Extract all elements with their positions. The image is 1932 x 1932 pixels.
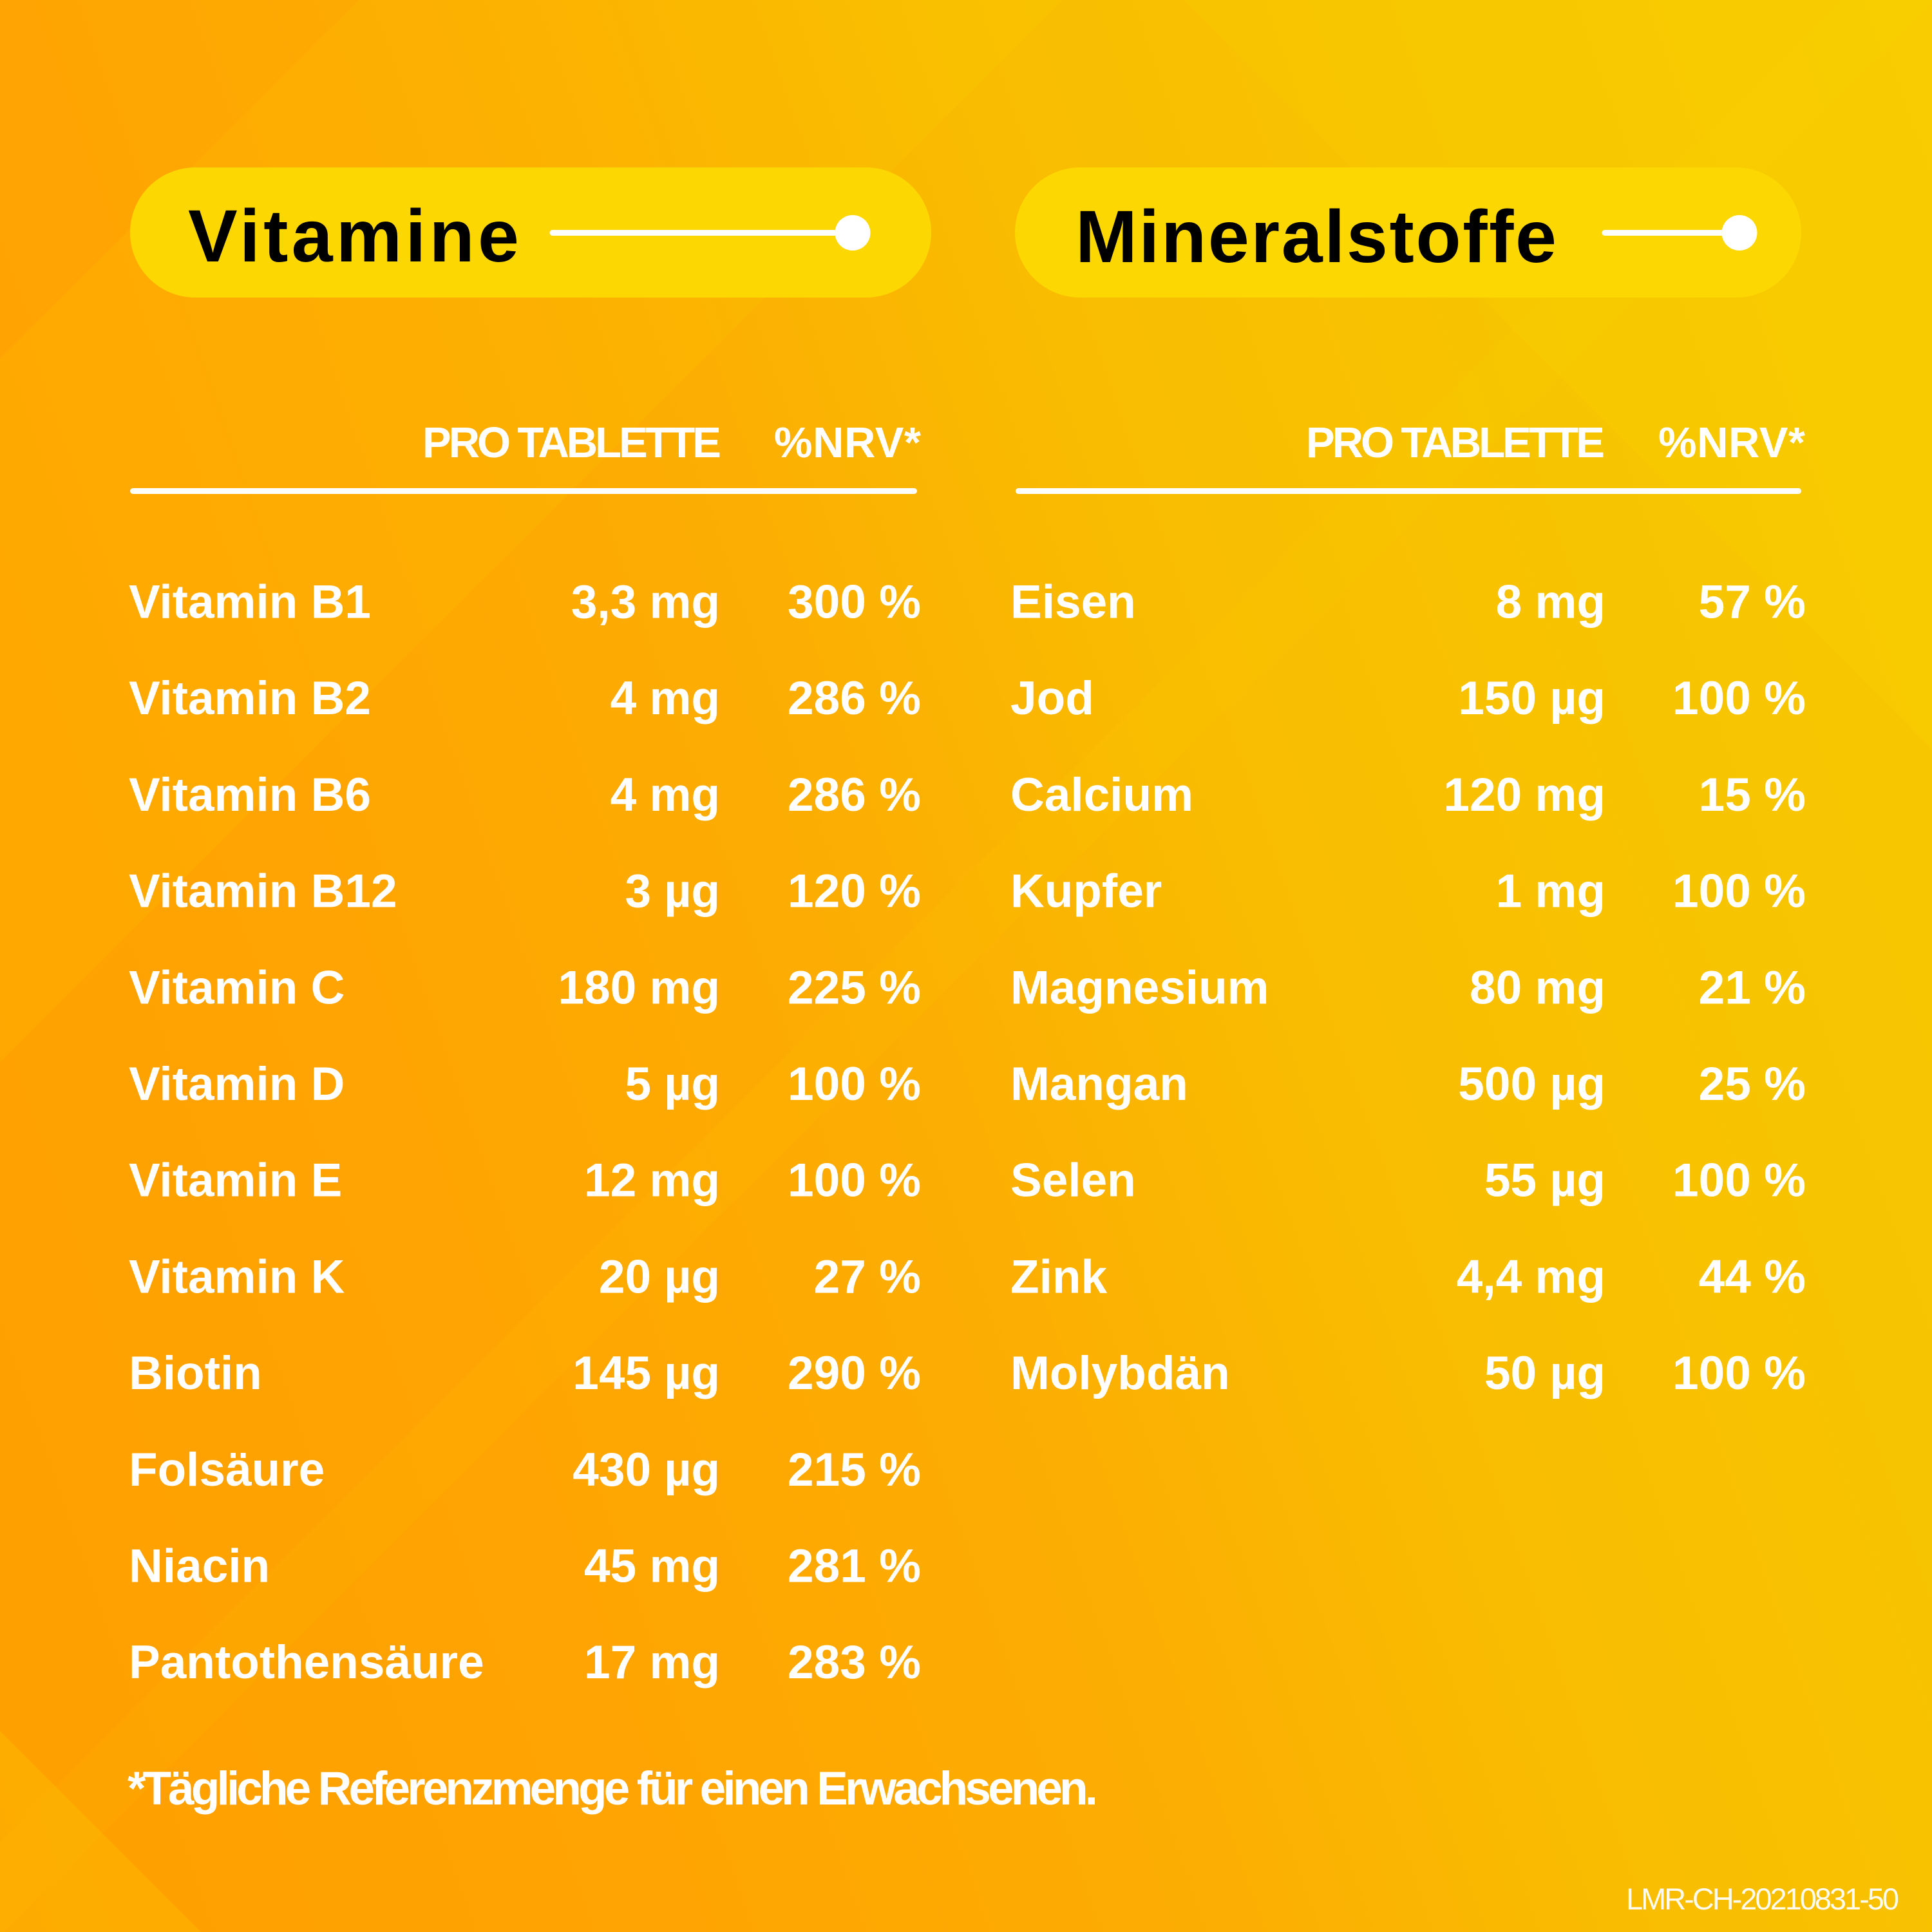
svg-text:8 mg: 8 mg [1496, 576, 1605, 629]
svg-text:PRO TABLETTE: PRO TABLETTE [1306, 419, 1605, 467]
svg-text:4,4 mg: 4,4 mg [1457, 1251, 1605, 1303]
svg-text:Magnesium: Magnesium [1010, 961, 1269, 1014]
svg-text:Zink: Zink [1010, 1251, 1107, 1303]
svg-text:Vitamine: Vitamine [188, 195, 519, 278]
svg-text:Vitamin B12: Vitamin B12 [129, 866, 397, 918]
svg-text:100 %: 100 % [1672, 866, 1806, 918]
svg-text:27 %: 27 % [814, 1251, 921, 1303]
svg-text:%NRV*: %NRV* [1658, 419, 1806, 467]
svg-text:Molybdän: Molybdän [1010, 1347, 1230, 1399]
svg-text:Jod: Jod [1010, 672, 1094, 724]
svg-text:Vitamin K: Vitamin K [129, 1251, 345, 1303]
svg-text:Vitamin E: Vitamin E [129, 1155, 342, 1207]
svg-text:1 mg: 1 mg [1496, 866, 1605, 918]
svg-text:Calcium: Calcium [1010, 769, 1193, 821]
svg-text:500 µg: 500 µg [1458, 1058, 1605, 1110]
svg-text:15 %: 15 % [1699, 769, 1806, 821]
svg-text:100 %: 100 % [1672, 672, 1806, 724]
svg-text:4 mg: 4 mg [611, 769, 720, 821]
svg-text:PRO TABLETTE: PRO TABLETTE [422, 419, 721, 467]
svg-text:300 %: 300 % [788, 576, 921, 629]
svg-text:57 %: 57 % [1699, 576, 1806, 629]
svg-text:25 %: 25 % [1699, 1058, 1806, 1110]
svg-text:Mangan: Mangan [1010, 1058, 1188, 1110]
svg-text:50 µg: 50 µg [1484, 1347, 1605, 1399]
svg-text:286 %: 286 % [788, 769, 921, 821]
svg-text:120 mg: 120 mg [1443, 769, 1605, 821]
svg-text:Folsäure: Folsäure [129, 1444, 325, 1496]
svg-text:Kupfer: Kupfer [1010, 866, 1162, 918]
svg-text:215 %: 215 % [788, 1444, 921, 1496]
svg-text:100 %: 100 % [1672, 1155, 1806, 1207]
svg-text:Mineralstoffe: Mineralstoffe [1075, 196, 1557, 278]
svg-text:120 %: 120 % [788, 866, 921, 918]
svg-text:*Tägliche Referenzmenge für ei: *Tägliche Referenzmenge für einen Erwach… [128, 1763, 1098, 1815]
svg-text:4 mg: 4 mg [611, 672, 720, 724]
svg-text:100 %: 100 % [788, 1155, 921, 1207]
svg-text:Niacin: Niacin [129, 1540, 270, 1593]
svg-text:Vitamin C: Vitamin C [129, 961, 345, 1014]
svg-text:17 mg: 17 mg [584, 1636, 720, 1689]
svg-text:225 %: 225 % [788, 961, 921, 1014]
svg-text:283 %: 283 % [788, 1636, 921, 1689]
svg-text:44 %: 44 % [1699, 1251, 1806, 1303]
svg-text:430 µg: 430 µg [573, 1444, 720, 1496]
svg-text:LMR-CH-20210831-50: LMR-CH-20210831-50 [1626, 1882, 1899, 1916]
svg-text:290 %: 290 % [788, 1347, 921, 1399]
svg-text:Selen: Selen [1010, 1155, 1136, 1207]
svg-text:%NRV*: %NRV* [774, 419, 922, 467]
svg-text:180 mg: 180 mg [558, 961, 720, 1014]
svg-text:3,3 mg: 3,3 mg [571, 576, 720, 629]
svg-text:Vitamin D: Vitamin D [129, 1058, 345, 1110]
svg-text:100 %: 100 % [788, 1058, 921, 1110]
svg-text:Vitamin B1: Vitamin B1 [129, 576, 371, 629]
svg-text:12 mg: 12 mg [584, 1155, 720, 1207]
svg-text:80 mg: 80 mg [1470, 961, 1605, 1014]
svg-text:281 %: 281 % [788, 1540, 921, 1593]
svg-text:100 %: 100 % [1672, 1347, 1806, 1399]
svg-text:286 %: 286 % [788, 672, 921, 724]
svg-text:Biotin: Biotin [129, 1347, 262, 1399]
svg-text:Eisen: Eisen [1010, 576, 1136, 629]
svg-text:5 µg: 5 µg [625, 1058, 720, 1110]
svg-text:145 µg: 145 µg [573, 1347, 720, 1399]
svg-text:Vitamin B2: Vitamin B2 [129, 672, 371, 724]
svg-text:3 µg: 3 µg [625, 866, 720, 918]
svg-text:45 mg: 45 mg [584, 1540, 720, 1593]
svg-text:20 µg: 20 µg [599, 1251, 720, 1303]
svg-text:21 %: 21 % [1699, 961, 1806, 1014]
svg-text:55 µg: 55 µg [1484, 1155, 1605, 1207]
svg-text:150 µg: 150 µg [1458, 672, 1605, 724]
svg-text:Pantothensäure: Pantothensäure [129, 1636, 484, 1689]
svg-text:Vitamin B6: Vitamin B6 [129, 769, 371, 821]
